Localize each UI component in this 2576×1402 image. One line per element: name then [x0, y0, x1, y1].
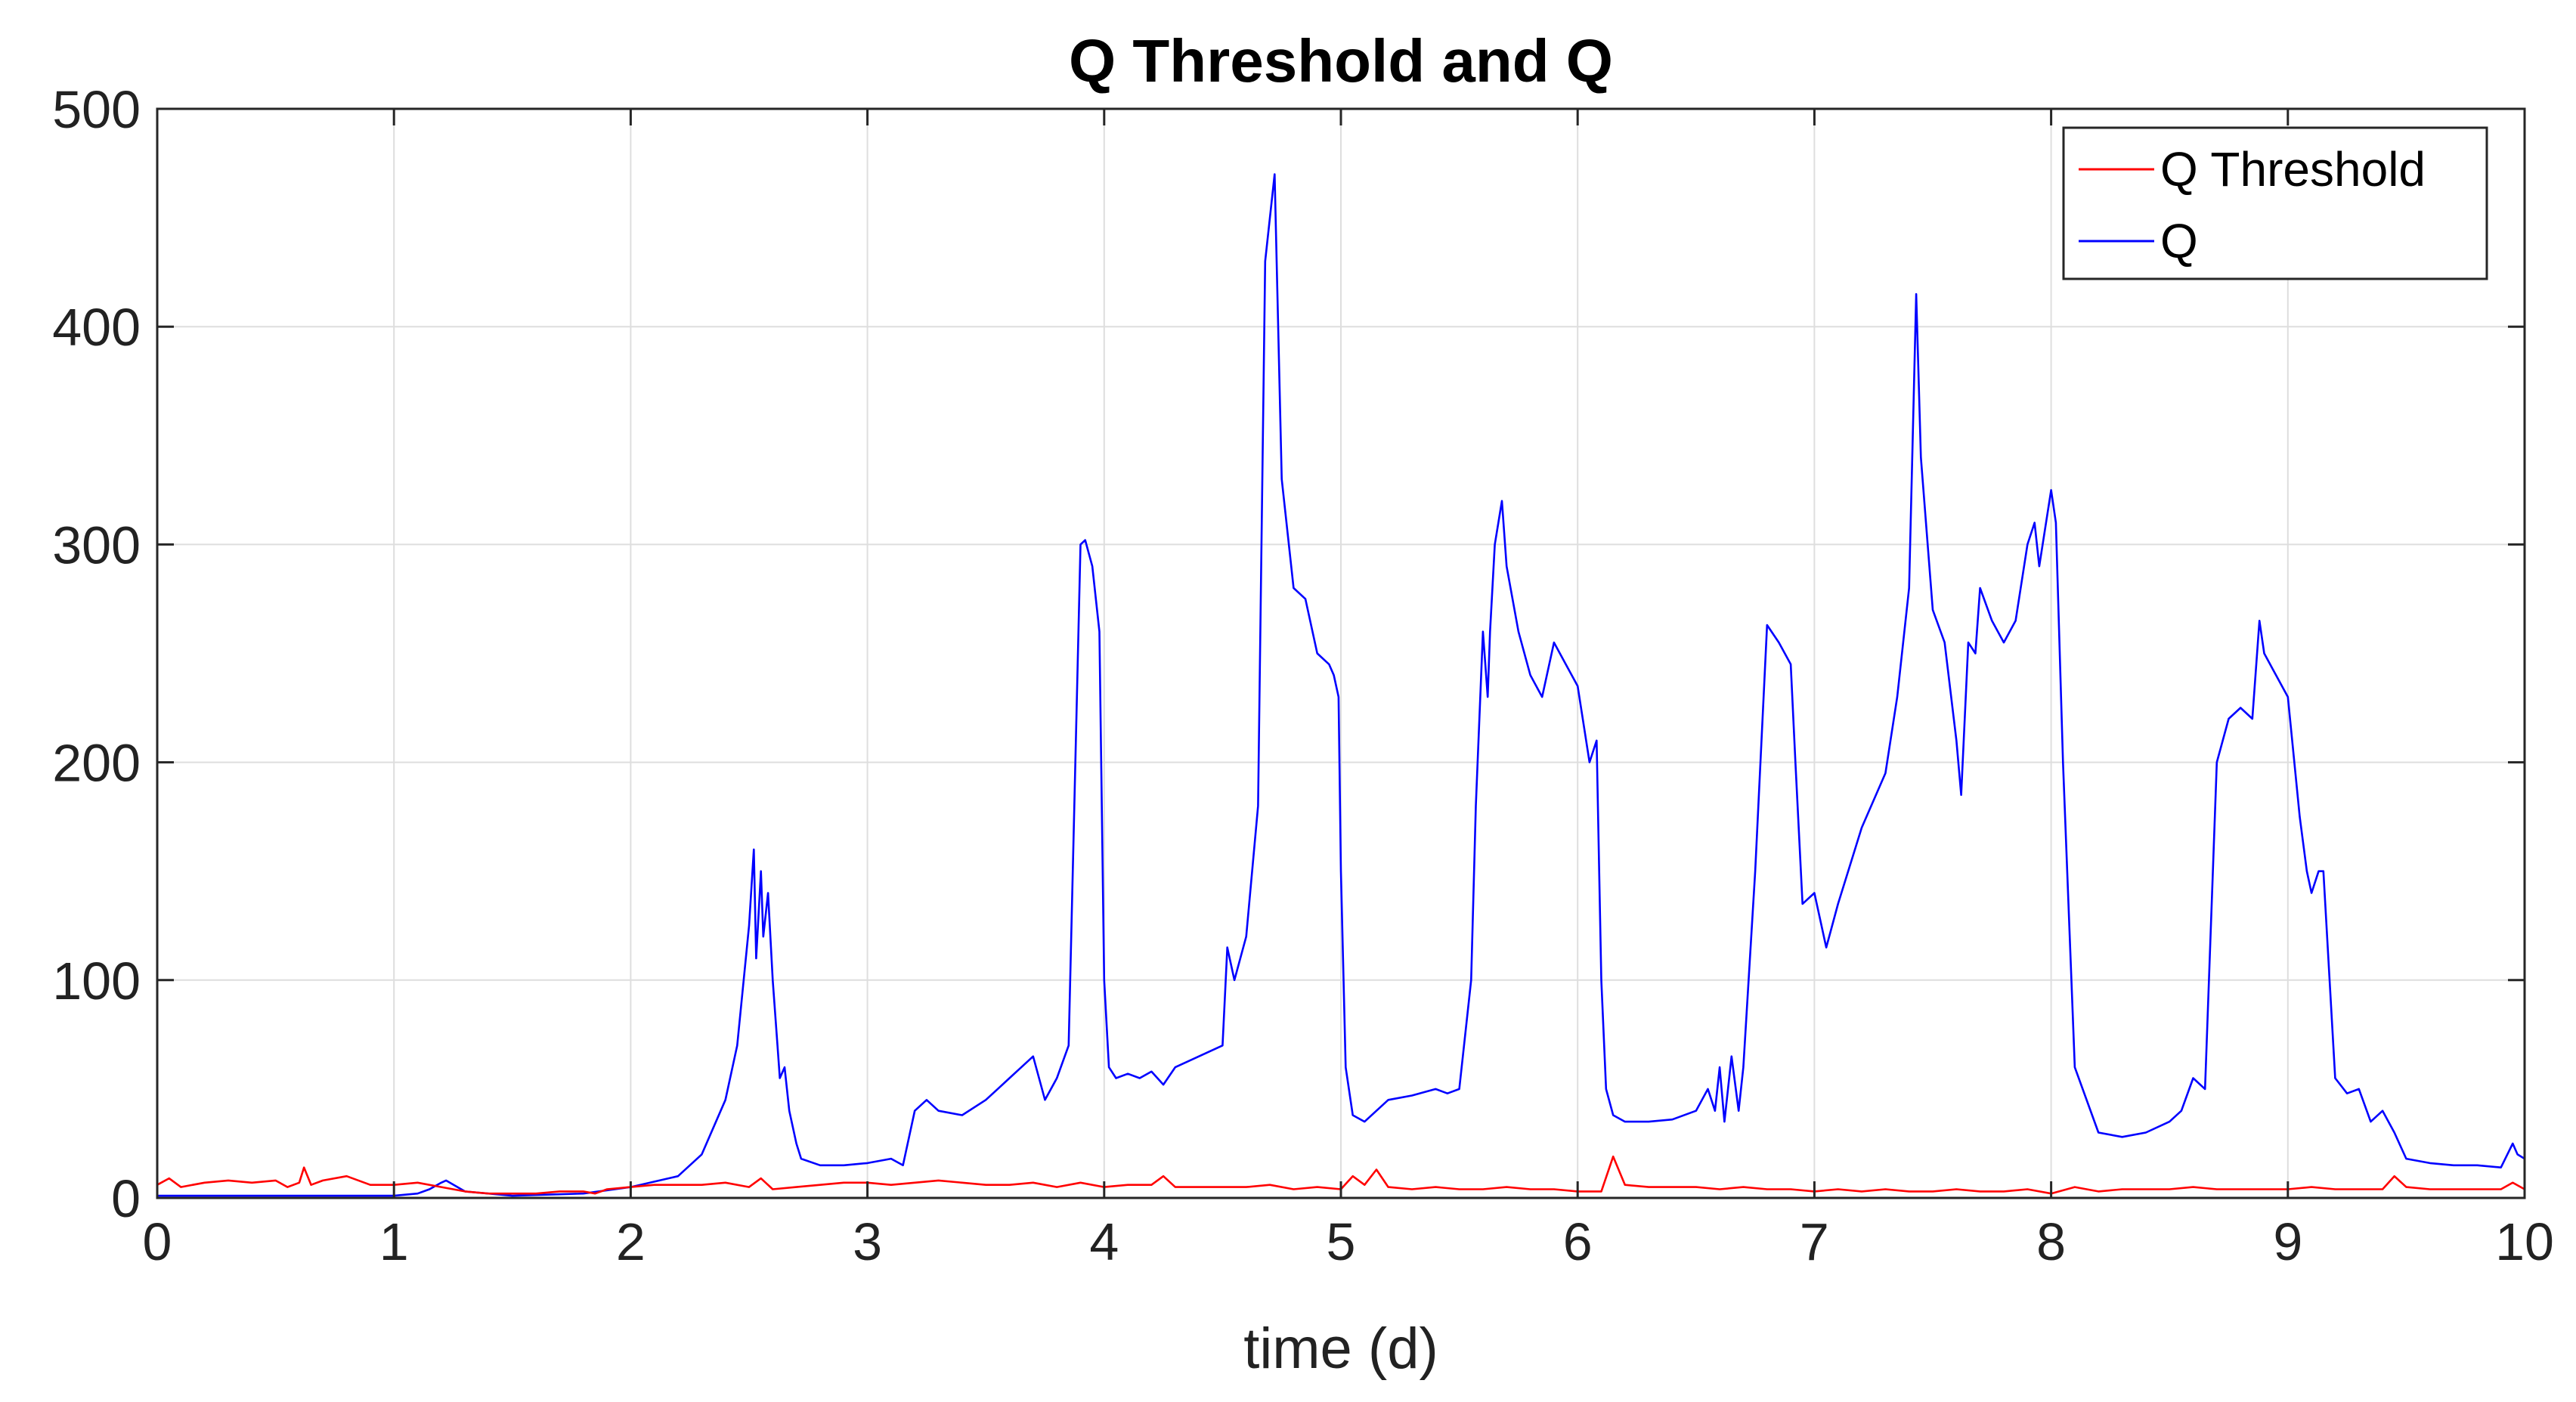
x-tick-label: 9	[2273, 1212, 2302, 1271]
legend-label: Q	[2160, 214, 2198, 268]
y-tick-label: 300	[52, 515, 141, 574]
series-layer	[156, 173, 2525, 1197]
y-tick-label: 500	[52, 80, 141, 139]
y-tick-label: 0	[111, 1169, 141, 1228]
x-tick-label: 2	[616, 1212, 646, 1271]
x-tick-label: 7	[1800, 1212, 1829, 1271]
legend-box	[2062, 126, 2488, 280]
x-tick-label: 4	[1089, 1212, 1119, 1271]
y-tick-label: 200	[52, 734, 141, 793]
y-tick-label: 400	[52, 298, 141, 357]
series-line-q	[157, 173, 2525, 1197]
series-line-q-threshold	[156, 1155, 2525, 1195]
x-tick-label: 0	[143, 1212, 172, 1271]
chart-title: Q Threshold and Q	[1069, 27, 1613, 94]
x-tick-label: 10	[2495, 1212, 2554, 1271]
legend: Q Threshold Q	[2062, 126, 2488, 280]
x-tick-label: 8	[2036, 1212, 2066, 1271]
x-tick-label: 6	[1563, 1212, 1593, 1271]
legend-label: Q Threshold	[2160, 142, 2426, 197]
x-tick-label: 5	[1327, 1212, 1356, 1271]
x-tick-label: 1	[379, 1212, 409, 1271]
x-tick-label: 3	[853, 1212, 882, 1271]
y-tick-label: 100	[52, 952, 141, 1010]
x-axis-label: time (d)	[1243, 1317, 1438, 1381]
